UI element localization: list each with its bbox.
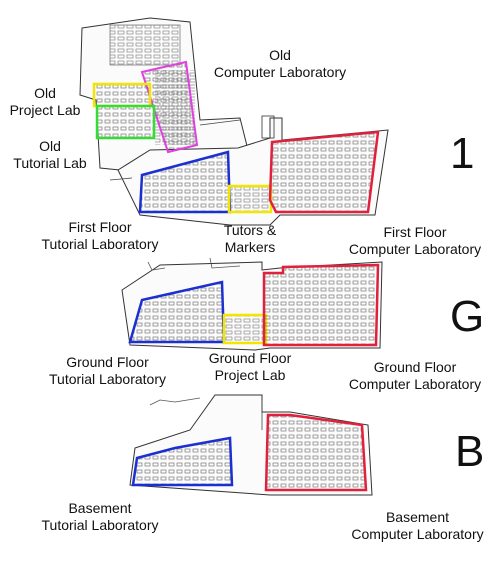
tutors-markers-label-line1: Tutors & (223, 222, 277, 238)
floor-marker-basement: B (455, 427, 485, 476)
floor-marker-ground: G (450, 292, 485, 341)
ground-floor-tutorial-lab-label-line1: Ground Floor (66, 354, 149, 370)
ground-floor-computer-lab-label: Ground Floor Computer Laboratory (335, 359, 495, 393)
old-tutorial-lab-region (95, 104, 156, 140)
old-computer-lab-region (140, 60, 199, 154)
old-tutorial-lab-label: Old Tutorial Lab (5, 138, 95, 172)
old-project-lab-label: Old Project Lab (5, 85, 85, 119)
basement-plan (129, 394, 373, 496)
first-floor-tutorial-lab-label-line1: First Floor (68, 219, 132, 235)
ground-floor-project-lab-label-line1: Ground Floor (208, 350, 292, 366)
old-tutorial-lab-label-line2: Tutorial Lab (13, 155, 87, 171)
ground-floor-computer-lab-label-line1: Ground Floor (373, 359, 457, 375)
ground-floor-computer-lab-label-line2: Computer Laboratory (348, 376, 482, 392)
tutors-markers-label-line2: Markers (224, 239, 276, 255)
first-floor-computer-lab-label-line1: First Floor (383, 224, 447, 240)
old-project-lab-label-line1: Old (34, 85, 56, 101)
old-computer-lab-label: Old Computer Laboratory (205, 47, 355, 81)
floor-marker-first: 1 (450, 129, 475, 178)
basement-tutorial-lab-label-line2: Tutorial Laboratory (41, 517, 159, 533)
ground-floor-tutorial-lab-label: Ground Floor Tutorial Laboratory (30, 354, 185, 388)
basement-tutorial-lab-label-line1: Basement (68, 500, 132, 516)
basement-computer-lab-label-line1: Basement (385, 509, 450, 525)
first-floor-computer-lab-label-line2: Computer Laboratory (348, 241, 482, 257)
tutors-markers-label: Tutors & Markers (210, 222, 290, 256)
old-computer-lab-label-line1: Old (269, 47, 291, 63)
old-project-lab-label-line2: Project Lab (9, 102, 81, 118)
basement-computer-lab-label: Basement Computer Laboratory (340, 509, 495, 543)
basement-tutorial-lab-region (131, 436, 234, 487)
old-computer-lab-label-line2: Computer Laboratory (213, 64, 347, 80)
first-floor-tutorial-lab-label-line2: Tutorial Laboratory (41, 236, 159, 252)
ground-floor-computer-lab-region (262, 263, 380, 347)
first-floor-computer-lab-label: First Floor Computer Laboratory (335, 224, 495, 258)
ground-floor-project-lab-label: Ground Floor Project Lab (195, 350, 305, 384)
first-floor-computer-lab-region (268, 130, 380, 214)
basement-computer-lab-label-line2: Computer Laboratory (351, 526, 484, 542)
basement-tutorial-lab-label: Basement Tutorial Laboratory (30, 500, 170, 534)
tutors-markers-region (227, 184, 273, 214)
ground-floor-project-lab-region (222, 313, 268, 345)
old-tutorial-lab-label-line1: Old (39, 138, 61, 154)
ground-floor-plan (121, 257, 383, 351)
first-floor-tutorial-lab-label: First Floor Tutorial Laboratory (25, 219, 175, 253)
ground-floor-project-lab-label-line2: Project Lab (214, 367, 286, 383)
first-floor-plan (79, 17, 389, 226)
ground-floor-tutorial-lab-label-line2: Tutorial Laboratory (49, 371, 166, 387)
basement-computer-lab-region (264, 413, 368, 492)
old-project-lab-region (92, 82, 152, 108)
